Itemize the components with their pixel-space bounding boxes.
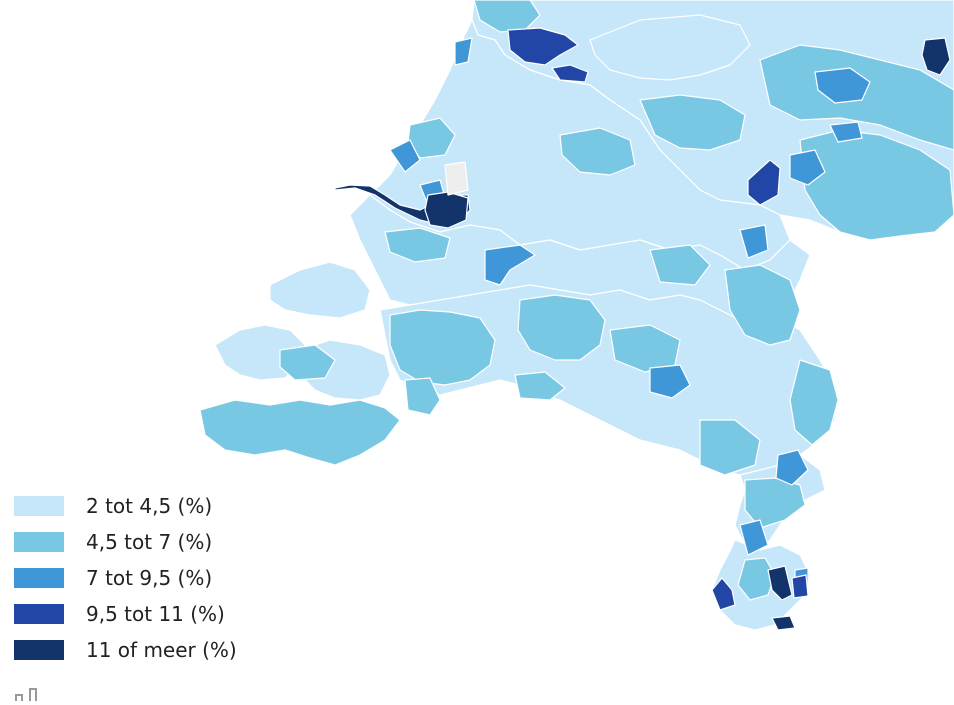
- region-no-data[interactable]: [444, 161, 469, 196]
- region-kempen[interactable]: [699, 419, 761, 476]
- map-legend: 2 tot 4,5 (%) 4,5 tot 7 (%) 7 tot 9,5 (%…: [14, 488, 237, 668]
- region-gelderland-east[interactable]: [799, 129, 954, 241]
- region-bommel[interactable]: [649, 244, 711, 286]
- region-peel[interactable]: [724, 264, 801, 346]
- region-arnhem[interactable]: [789, 149, 826, 186]
- region-veluwe[interactable]: [639, 94, 746, 151]
- region-almere[interactable]: [551, 64, 589, 83]
- region-zeeland-islands[interactable]: [269, 261, 371, 319]
- region-brabant-mid[interactable]: [517, 294, 606, 361]
- region-den-haag[interactable]: [389, 139, 421, 173]
- region-utrecht-east[interactable]: [747, 159, 781, 206]
- legend-item-class-3: 7 tot 9,5 (%): [14, 560, 237, 596]
- region-apeldoorn[interactable]: [829, 121, 863, 143]
- legend-item-class-2: 4,5 tot 7 (%): [14, 524, 237, 560]
- region-enschede[interactable]: [921, 37, 951, 76]
- region-kerkrade[interactable]: [791, 574, 809, 599]
- legend-swatch: [14, 532, 64, 552]
- region-oss[interactable]: [739, 224, 769, 259]
- region-zeeuws-vlaanderen[interactable]: [199, 399, 401, 466]
- region-flevoland[interactable]: [589, 14, 751, 81]
- legend-label: 11 of meer (%): [86, 638, 237, 662]
- legend-label: 4,5 tot 7 (%): [86, 530, 213, 554]
- region-maastricht-west[interactable]: [711, 577, 736, 611]
- region-alblasserwaard[interactable]: [384, 227, 451, 263]
- legend-swatch: [14, 568, 64, 588]
- region-amsterdam[interactable]: [507, 27, 579, 66]
- map-regions: [199, 0, 954, 631]
- region-zeeland-noord[interactable]: [279, 344, 336, 381]
- region-rotterdam-city[interactable]: [424, 191, 469, 229]
- region-betuwe[interactable]: [559, 127, 636, 176]
- region-haarlem[interactable]: [454, 37, 473, 66]
- region-eindhoven[interactable]: [649, 364, 691, 399]
- legend-item-class-4: 9,5 tot 11 (%): [14, 596, 237, 632]
- region-brabant-west[interactable]: [389, 309, 496, 386]
- legend-label: 7 tot 9,5 (%): [86, 566, 213, 590]
- region-roosendaal[interactable]: [514, 371, 566, 401]
- region-limburg-mid[interactable]: [744, 477, 806, 529]
- legend-swatch: [14, 640, 64, 660]
- region-venlo[interactable]: [775, 449, 809, 486]
- region-roermond[interactable]: [739, 519, 769, 556]
- legend-item-class-5: 11 of meer (%): [14, 632, 237, 668]
- legend-item-class-1: 2 tot 4,5 (%): [14, 488, 237, 524]
- region-gorinchem[interactable]: [484, 244, 536, 286]
- region-maas[interactable]: [789, 359, 839, 446]
- chart-tool-icon[interactable]: [14, 686, 54, 701]
- region-sittard[interactable]: [767, 565, 793, 601]
- chart-tool-icon-svg: [15, 688, 37, 701]
- legend-swatch: [14, 496, 64, 516]
- region-nijmegen[interactable]: [814, 67, 871, 104]
- legend-label: 2 tot 4,5 (%): [86, 494, 213, 518]
- legend-label: 9,5 tot 11 (%): [86, 602, 225, 626]
- region-zeeland-bergen[interactable]: [404, 377, 441, 416]
- region-vaals[interactable]: [771, 615, 796, 631]
- legend-swatch: [14, 604, 64, 624]
- region-south-limburg-hills[interactable]: [737, 557, 776, 601]
